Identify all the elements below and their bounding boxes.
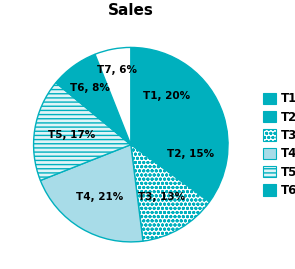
Wedge shape <box>131 145 209 241</box>
Wedge shape <box>131 115 228 202</box>
Text: T2, 15%: T2, 15% <box>167 149 214 159</box>
Text: T1, 20%: T1, 20% <box>143 91 190 101</box>
Text: T3, 13%: T3, 13% <box>138 192 185 201</box>
Wedge shape <box>34 83 131 180</box>
Wedge shape <box>56 54 131 145</box>
Text: T4, 21%: T4, 21% <box>76 192 124 201</box>
Title: Sales: Sales <box>108 3 154 18</box>
Wedge shape <box>131 47 223 145</box>
Text: T7, 6%: T7, 6% <box>96 65 137 75</box>
Text: T6, 8%: T6, 8% <box>70 83 110 93</box>
Wedge shape <box>95 47 131 145</box>
Wedge shape <box>40 145 143 242</box>
Legend: T1, T2, T3, T4, T5, T6: T1, T2, T3, T4, T5, T6 <box>263 92 295 197</box>
Text: T5, 17%: T5, 17% <box>47 130 95 140</box>
